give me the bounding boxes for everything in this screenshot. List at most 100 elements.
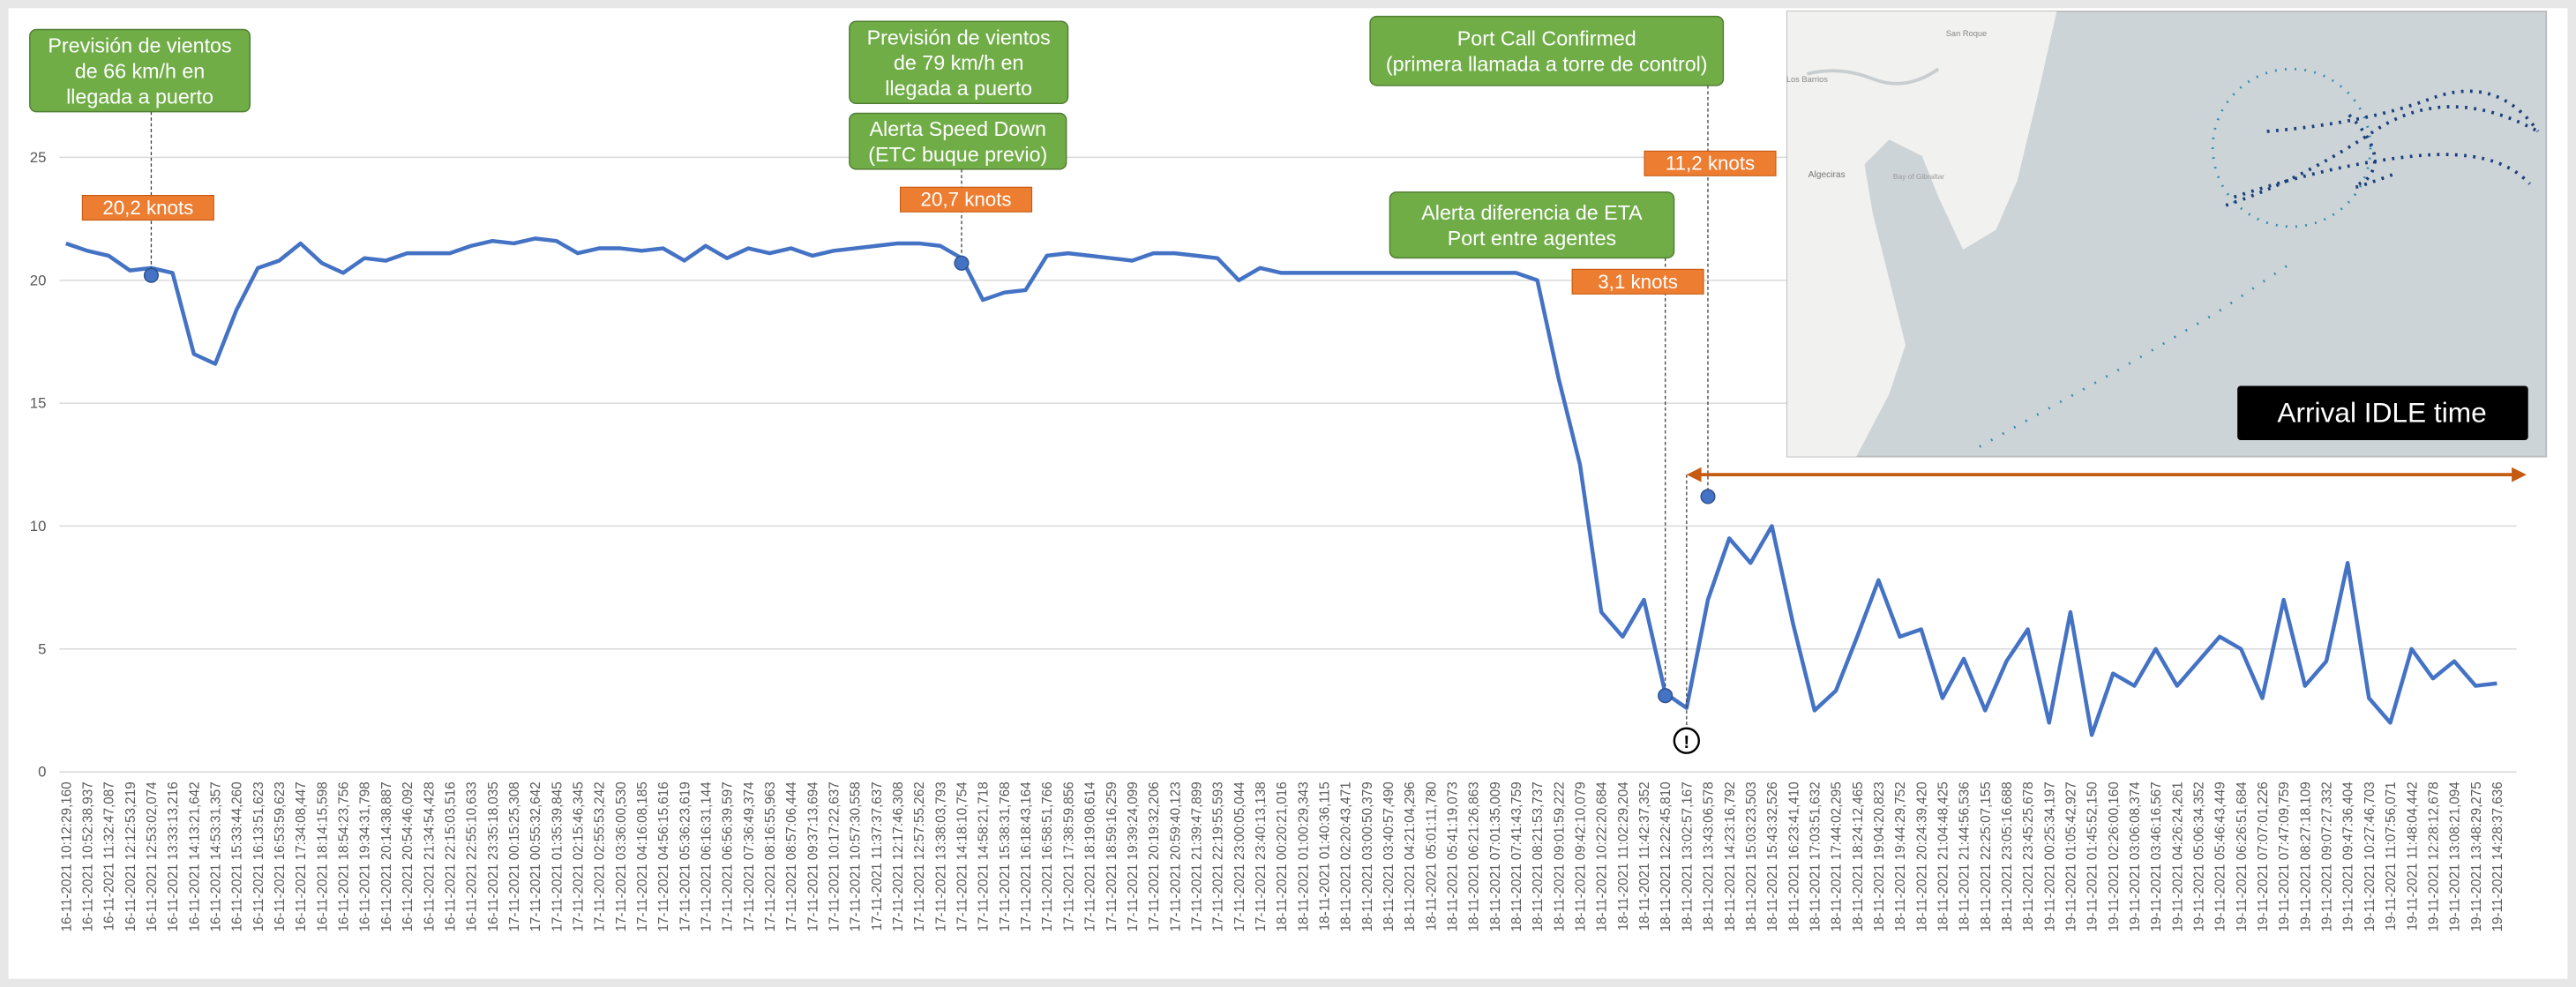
annotation-marker xyxy=(1700,489,1716,505)
x-tick-label: 17-11-2021 23:00:05,044 xyxy=(1232,781,1247,932)
annotation-text: llegada a puerto xyxy=(66,85,213,108)
x-tick-label: 17-11-2021 09:37:13,694 xyxy=(805,781,820,932)
x-tick-label: 16-11-2021 15:33:44,260 xyxy=(230,781,245,931)
x-tick-label: 19-11-2021 01:05:42,927 xyxy=(2064,781,2079,931)
x-tick-label: 18-11-2021 21:04:48,425 xyxy=(1936,781,1951,931)
value-tag xyxy=(900,186,1033,213)
annotation-text: Alerta diferencia de ETA xyxy=(1421,201,1643,224)
x-tick-label: 19-11-2021 09:47:36,404 xyxy=(2341,781,2356,932)
annotation-text: Previsión de vientos xyxy=(48,34,231,57)
x-tick-label: 17-11-2021 07:36:49,374 xyxy=(742,781,757,932)
x-tick-label: 16-11-2021 17:34:08,447 xyxy=(294,781,309,931)
x-tick-label: 17-11-2021 18:19:08,614 xyxy=(1083,781,1098,932)
y-tick-label: 25 xyxy=(30,149,47,166)
x-tick-label: 17-11-2021 17:38:59,856 xyxy=(1061,781,1076,931)
value-tag xyxy=(81,195,214,221)
x-tick-label: 16-11-2021 22:55:10,633 xyxy=(465,781,480,931)
x-tick-label: 19-11-2021 06:26:51,684 xyxy=(2235,781,2250,932)
x-tick-label: 16-11-2021 14:13:21,642 xyxy=(187,781,202,931)
x-tick-label: 17-11-2021 12:57:55,262 xyxy=(912,781,927,931)
x-tick-label: 17-11-2021 10:57:30,558 xyxy=(849,781,864,931)
x-tick-label: 18-11-2021 04:21:04,296 xyxy=(1403,781,1418,931)
x-tick-label: 17-11-2021 03:36:00,530 xyxy=(614,781,629,931)
x-tick-label: 17-11-2021 22:19:55,593 xyxy=(1211,781,1226,931)
map-caption: Arrival IDLE time xyxy=(2277,397,2486,429)
x-tick-label: 19-11-2021 07:47:09,759 xyxy=(2277,781,2292,931)
x-tick-label: 18-11-2021 10:22:20,684 xyxy=(1595,781,1610,932)
x-tick-label: 19-11-2021 04:26:24,261 xyxy=(2170,781,2185,931)
x-tick-label: 16-11-2021 23:35:18,035 xyxy=(486,781,501,931)
y-tick-label: 20 xyxy=(30,272,47,288)
annotation-text: de 79 km/h en xyxy=(894,51,1023,74)
x-tick-label: 18-11-2021 01:00:29,343 xyxy=(1296,781,1311,931)
x-tick-label: 19-11-2021 11:48:04,442 xyxy=(2405,781,2420,931)
map-label: San Roque xyxy=(1946,29,1988,38)
x-tick-label: 16-11-2021 18:54:23,756 xyxy=(337,781,352,931)
x-tick-label: 18-11-2021 03:00:50,379 xyxy=(1360,781,1375,931)
annotation-text: (ETC buque previo) xyxy=(868,143,1047,166)
x-tick-label: 19-11-2021 00:25:34,197 xyxy=(2042,781,2057,931)
x-tick-label: 18-11-2021 19:04:20,823 xyxy=(1872,781,1887,931)
map-caption-box xyxy=(2237,385,2528,440)
x-tick-label: 18-11-2021 13:02:57,167 xyxy=(1680,781,1695,931)
x-tick-label: 17-11-2021 20:59:40,123 xyxy=(1168,781,1183,931)
x-tick-label: 19-11-2021 03:46:16,567 xyxy=(2149,781,2164,931)
y-tick-label: 0 xyxy=(38,764,46,781)
annotation-marker xyxy=(1658,688,1674,704)
x-tick-label: 18-11-2021 09:42:10,079 xyxy=(1574,781,1589,931)
x-tick-label: 16-11-2021 16:53:59,623 xyxy=(273,781,288,931)
x-tick-label: 19-11-2021 05:46:43,449 xyxy=(2213,781,2228,931)
x-tick-label: 17-11-2021 06:56:39,597 xyxy=(721,781,736,931)
x-tick-label: 17-11-2021 14:18:10,754 xyxy=(955,781,970,932)
x-tick-label: 16-11-2021 22:15:03,516 xyxy=(443,781,458,931)
x-tick-label: 18-11-2021 21:44:56,536 xyxy=(1958,781,1973,931)
idle-arrow-head xyxy=(2512,467,2527,482)
x-tick-label: 17-11-2021 16:58:51,766 xyxy=(1040,781,1055,931)
x-tick-label: 17-11-2021 00:15:25,308 xyxy=(507,781,522,931)
x-tick-label: 16-11-2021 13:33:13,216 xyxy=(166,781,181,931)
value-tag-text: 20,2 knots xyxy=(102,197,193,219)
series-line xyxy=(65,236,2497,737)
map-river xyxy=(1806,67,1940,86)
x-tick-label: 17-11-2021 15:38:31,768 xyxy=(998,781,1013,931)
x-tick-label: 16-11-2021 10:52:38,937 xyxy=(81,781,96,931)
x-tick-label: 19-11-2021 12:28:12,678 xyxy=(2426,781,2441,931)
x-tick-label: 17-11-2021 04:56:15,616 xyxy=(656,781,671,931)
x-tick-label: 17-11-2021 18:59:16,259 xyxy=(1105,781,1120,931)
annotation-marker xyxy=(143,267,160,283)
x-tick-label: 18-11-2021 12:22:45,810 xyxy=(1659,781,1674,931)
value-tag-text: 20,7 knots xyxy=(921,189,1012,211)
annotation-marker xyxy=(954,255,970,271)
y-tick-label: 5 xyxy=(38,640,46,657)
x-tick-label: 16-11-2021 11:32:47,087 xyxy=(102,781,117,931)
y-tick-label: 10 xyxy=(30,518,47,535)
annotation-text: Port entre agentes xyxy=(1448,227,1616,250)
x-tick-label: 17-11-2021 06:16:31,144 xyxy=(699,781,714,932)
annotation-text: (primera llamada a torre de control) xyxy=(1386,53,1708,76)
x-tick-label: 18-11-2021 15:03:23,503 xyxy=(1744,781,1759,931)
x-tick-label: 18-11-2021 17:44:02,295 xyxy=(1830,781,1845,931)
x-tick-label: 17-11-2021 12:17:46,308 xyxy=(891,781,906,931)
x-tick-label: 19-11-2021 13:48:29,275 xyxy=(2469,781,2484,931)
annotation-text: llegada a puerto xyxy=(885,77,1032,100)
x-tick-label: 18-11-2021 19:44:29,752 xyxy=(1893,781,1908,931)
map-land xyxy=(1787,11,2057,457)
x-tick-label: 17-11-2021 08:57:06,444 xyxy=(784,781,799,932)
idle-marker xyxy=(1673,727,1700,754)
x-tick-label: 17-11-2021 02:15:46,345 xyxy=(571,781,586,931)
x-tick-label: 19-11-2021 09:07:27,332 xyxy=(2320,781,2335,931)
x-tick-label: 18-11-2021 03:40:57,490 xyxy=(1382,781,1397,931)
idle-arrow-head xyxy=(1686,467,1702,482)
x-tick-label: 18-11-2021 17:03:51,632 xyxy=(1808,781,1823,931)
map-label: Bay of Gibraltar xyxy=(1893,172,1944,181)
x-tick-label: 19-11-2021 03:06:08,374 xyxy=(2128,781,2143,932)
x-tick-label: 17-11-2021 20:19:32,206 xyxy=(1147,781,1162,931)
annotation-box xyxy=(849,20,1069,105)
x-tick-label: 19-11-2021 11:07:56,071 xyxy=(2384,781,2399,931)
x-tick-label: 18-11-2021 23:45:25,678 xyxy=(2021,781,2036,931)
x-tick-label: 17-11-2021 23:40:13,138 xyxy=(1254,781,1269,931)
value-tag xyxy=(1571,268,1704,295)
map-track xyxy=(1979,261,2293,448)
